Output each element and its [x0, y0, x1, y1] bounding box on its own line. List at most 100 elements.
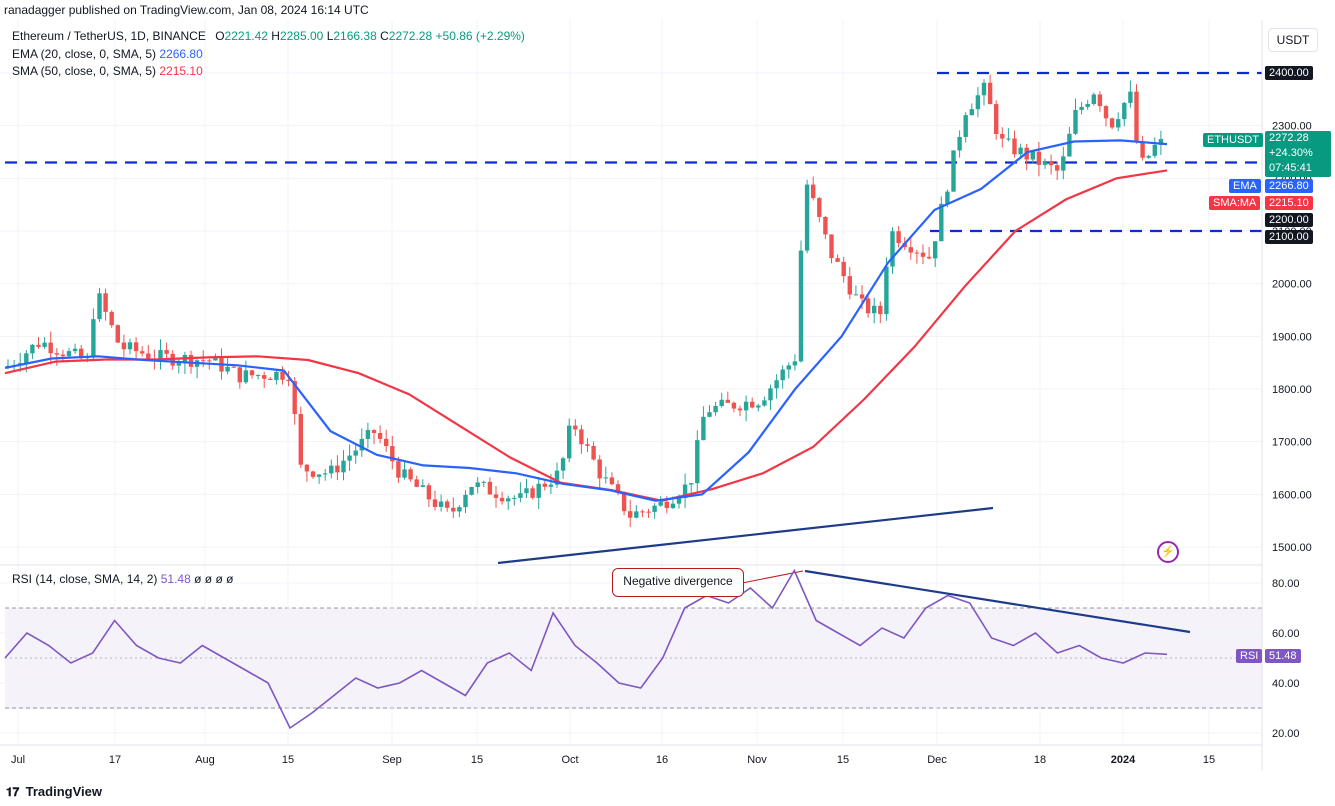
candle-body [140, 351, 145, 354]
candle-body [1018, 147, 1023, 155]
ema-legend-label: EMA (20, close, 0, SMA, 5) [12, 47, 157, 61]
candle-body [975, 95, 981, 110]
candle-body [420, 485, 425, 487]
candle-body [1067, 133, 1072, 157]
candle-body [316, 474, 322, 477]
candle-body [1091, 94, 1096, 104]
time-tick-label: 15 [837, 754, 849, 766]
candle-body [54, 353, 59, 355]
candle-body [1079, 106, 1084, 110]
candle-body [847, 276, 852, 295]
candle-body [560, 458, 566, 471]
badge-ema-label: EMA [1229, 179, 1261, 193]
candle-body [432, 499, 438, 507]
candle-body [585, 444, 590, 446]
price-tick-label: 2300.00 [1272, 121, 1312, 133]
rsi-legend-label: RSI (14, close, SMA, 14, 2) [12, 572, 158, 586]
candle-body [353, 450, 358, 456]
candle-body [664, 501, 669, 508]
candle-body [304, 464, 310, 472]
candle-body [878, 305, 883, 315]
candle-body [609, 477, 615, 485]
candle-body [713, 405, 718, 413]
rsi-descending-trend-line [804, 569, 1191, 634]
candle-body [408, 469, 413, 480]
candle-body [475, 482, 480, 487]
candle-body [207, 360, 212, 362]
candle-body [518, 493, 523, 498]
candle-body [1122, 102, 1127, 120]
currency-button[interactable]: USDT [1268, 28, 1318, 52]
candle-body [60, 354, 66, 357]
candle-body [329, 465, 334, 474]
price-tick-label: 1800.00 [1272, 384, 1312, 396]
time-tick-label: 16 [656, 754, 668, 766]
candle-body [1134, 91, 1139, 142]
candle-body [914, 252, 920, 254]
grid [0, 20, 1262, 745]
candle-body [146, 353, 151, 359]
candle-body [701, 416, 706, 441]
candle-body [396, 461, 401, 478]
time-tick-label: 17 [109, 754, 121, 766]
candle-body [438, 501, 444, 507]
badge-sma-value: 2215.10 [1265, 196, 1313, 210]
candle-body [249, 370, 255, 376]
time-tick-label: 15 [471, 754, 483, 766]
candle-body [798, 250, 804, 362]
candle-body [859, 294, 865, 299]
candle-body [530, 488, 535, 498]
badge-symbol: ETHUSDT [1203, 133, 1263, 147]
candle-body [1042, 161, 1048, 165]
candle-body [463, 494, 468, 508]
candle-body [719, 399, 724, 406]
candle-body [908, 247, 913, 253]
candle-body [939, 203, 944, 242]
candle-body [695, 440, 700, 484]
candle-body [274, 371, 279, 380]
candle-body [103, 293, 108, 312]
candle-body [201, 360, 206, 362]
flash-icon[interactable]: ⚡ [1157, 541, 1179, 563]
candle-body [933, 241, 938, 259]
candle-body [1012, 138, 1017, 155]
candle-body [231, 366, 236, 368]
candle-body [243, 370, 249, 383]
candle-body [292, 381, 297, 414]
time-tick-label: Oct [561, 754, 578, 766]
time-tick-label: Dec [927, 754, 947, 766]
candle-body [36, 344, 41, 347]
candle-body [621, 492, 627, 512]
candle-body [24, 353, 29, 364]
candle-body [567, 425, 572, 459]
time-tick-label: Nov [747, 754, 767, 766]
badge-ema-value: 2266.80 [1265, 179, 1313, 193]
candle-body [310, 471, 316, 477]
footer-brand-text: TradingView [25, 784, 102, 799]
candle-body [66, 351, 72, 357]
ema-legend-value: 2266.80 [159, 47, 203, 61]
candle-body [835, 258, 840, 262]
candle-body [365, 430, 371, 439]
badge-rsi-label: RSI [1236, 649, 1263, 663]
candle-body [597, 459, 602, 479]
candle-body [945, 191, 950, 204]
candle-body [1109, 118, 1115, 128]
candle-body [1055, 165, 1060, 171]
candle-body [72, 348, 78, 352]
candle-body [615, 484, 621, 493]
badge-level-2100: 2100.00 [1265, 230, 1313, 244]
candle-body [158, 350, 163, 360]
candle-body [30, 344, 35, 354]
candle-body [97, 293, 102, 320]
candle-body [42, 342, 47, 347]
candle-body [79, 348, 84, 359]
candle-body [774, 380, 779, 389]
rsi-legend-extras: ø ø ø ø [194, 572, 234, 586]
candle-body [829, 234, 834, 259]
o-value: 2221.42 [224, 29, 268, 43]
candle-body [1073, 109, 1078, 134]
h-value: 2285.00 [279, 29, 324, 43]
